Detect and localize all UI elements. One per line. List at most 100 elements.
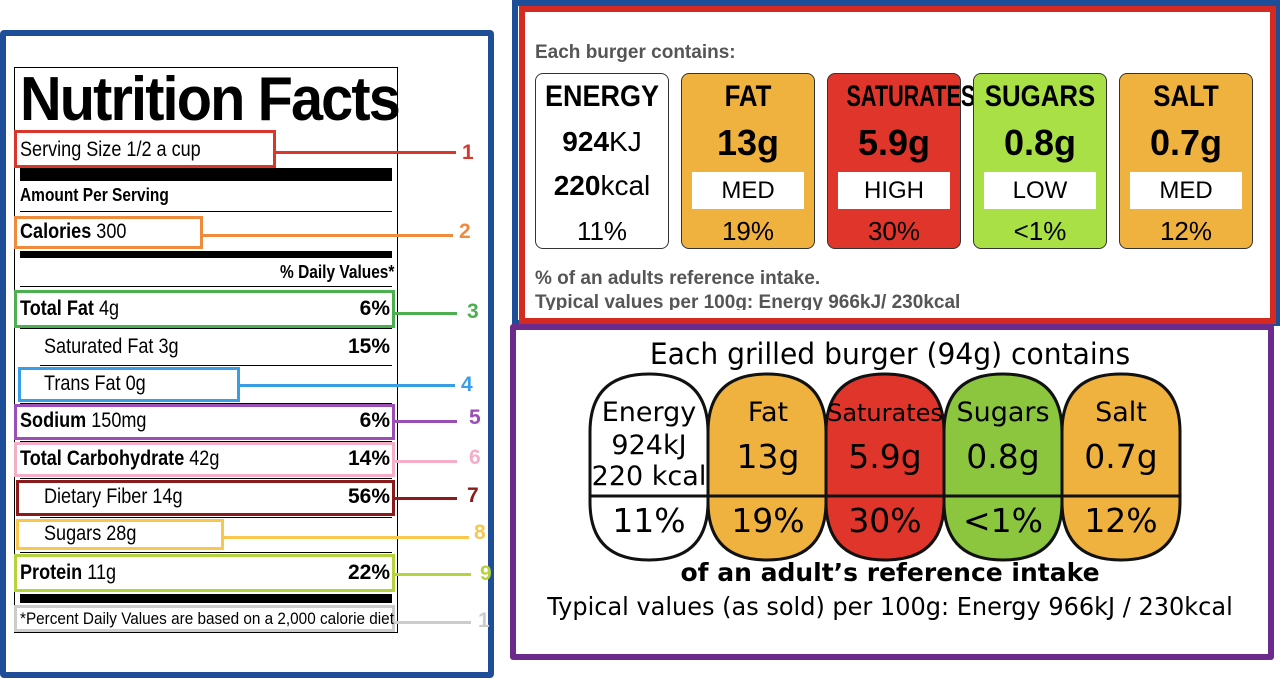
rounded-energy-kj: 924kJ <box>611 430 686 461</box>
carbohydrate-highlight <box>14 442 395 477</box>
divider <box>20 403 392 404</box>
callout-line-2 <box>203 234 453 237</box>
calories-highlight <box>14 216 203 249</box>
total-fat-row: Total Fat 4g <box>20 297 119 321</box>
serving-size-highlight <box>14 130 276 168</box>
plain-energy-kj-number: 924 <box>562 126 610 157</box>
plain-sugars-box: SUGARS 0.8g LOW <1% <box>973 73 1107 249</box>
callout-line-5 <box>395 420 457 423</box>
callout-line-4 <box>240 384 455 387</box>
rounded-fat-value: 13g <box>737 437 800 476</box>
plain-sugars-value: 0.8g <box>1003 122 1077 163</box>
calories-row: Calories 300 <box>20 220 126 244</box>
plain-salt-box: SALT 0.7g MED 12% <box>1119 73 1253 249</box>
divider <box>20 286 392 287</box>
total-fat-highlight <box>14 290 395 328</box>
plain-label-footnote: % of an adults reference intake. <box>535 268 821 289</box>
sodium-highlight <box>14 404 395 440</box>
rounded-energy-name: Energy <box>602 397 697 428</box>
rounded-sugars-name: Sugars <box>956 397 1049 428</box>
dietary-fiber-highlight <box>16 480 395 516</box>
protein-highlight <box>14 554 395 592</box>
saturated-fat-pct: 15% <box>347 335 390 358</box>
footnote-highlight <box>14 605 395 632</box>
plain-fat-name: FAT <box>724 80 772 113</box>
sodium-amount: 150mg <box>91 409 147 432</box>
callout-number-1: 1 <box>462 141 474 164</box>
rounded-label-heading: Each grilled burger (94g) contains <box>649 337 1131 371</box>
protein-label: Protein <box>20 561 83 584</box>
sodium-row: Sodium 150mg <box>20 409 146 433</box>
callout-line-6 <box>395 460 457 463</box>
plain-sugars-name: SUGARS <box>984 80 1096 113</box>
total-fat-label: Total Fat <box>20 297 94 320</box>
calories-label: Calories <box>20 220 92 243</box>
rounded-fat-name: Fat <box>748 397 788 428</box>
divider <box>20 478 392 479</box>
daily-values-header: % Daily Values* <box>280 262 395 282</box>
callout-number-4: 4 <box>461 373 473 396</box>
sodium-label: Sodium <box>20 409 87 432</box>
sugars-label: Sugars 28g <box>44 522 137 545</box>
sugars-highlight <box>16 519 224 550</box>
divider <box>20 328 392 329</box>
carbohydrate-label: Total Carbohydrate <box>20 447 185 470</box>
protein-row: Protein 11g <box>20 561 116 585</box>
plain-saturates-value: 5.9g <box>857 122 931 163</box>
plain-salt-name: SALT <box>1153 80 1219 113</box>
callout-line-1 <box>276 151 456 154</box>
callout-number-2: 2 <box>459 220 471 243</box>
plain-saturates-pct: 30% <box>867 216 921 246</box>
plain-salt-pct: 12% <box>1159 216 1213 246</box>
callout-number-3: 3 <box>467 300 479 323</box>
callout-line-10 <box>395 621 471 624</box>
rounded-traffic-light-graphic: Energy 924kJ 220 kcal 11% Fat 13g 19% Sa… <box>588 372 1182 562</box>
sodium-pct: 6% <box>359 409 390 432</box>
plain-fat-level: MED <box>692 172 804 209</box>
protein-amount: 11g <box>87 561 117 584</box>
amount-per-serving: Amount Per Serving <box>20 185 169 205</box>
callout-line-8 <box>224 536 469 539</box>
plain-energy-name: ENERGY <box>544 80 660 113</box>
carbohydrate-pct: 14% <box>347 447 390 470</box>
divider <box>20 211 392 212</box>
rounded-salt-shape <box>1060 372 1182 562</box>
callout-line-3 <box>395 312 457 315</box>
divider <box>20 552 392 553</box>
plain-fat-pct: 19% <box>721 216 775 246</box>
total-fat-amount: 4g <box>98 297 120 320</box>
rounded-salt-name: Salt <box>1095 397 1147 428</box>
rounded-saturates-name: Saturates <box>827 399 943 427</box>
rounded-salt-pct: 12% <box>1084 501 1157 540</box>
plain-energy-kcal-number: 220 <box>553 170 601 201</box>
thick-divider <box>20 168 392 181</box>
saturated-fat-label: Saturated Fat 3g <box>44 335 179 358</box>
total-fat-pct: 6% <box>359 297 390 320</box>
nutrition-facts-title: Nutrition Facts <box>20 65 401 134</box>
medium-divider <box>20 251 392 258</box>
plain-sugars-level: LOW <box>984 172 1096 209</box>
footnote: *Percent Daily Values are based on a 2,0… <box>20 609 399 628</box>
callout-number-9: 9 <box>480 562 492 585</box>
carbohydrate-row: Total Carbohydrate 42g <box>20 447 219 471</box>
rounded-fat-pct: 19% <box>731 501 804 540</box>
callout-line-9 <box>395 573 471 576</box>
callout-number-10: 1 <box>478 609 490 632</box>
callout-number-6: 6 <box>469 446 481 469</box>
plain-label-typical-values: Typical values per 100g: Energy 966kJ/ 2… <box>535 292 961 310</box>
thick-divider <box>20 594 392 603</box>
carbohydrate-amount: 42g <box>189 447 220 470</box>
plain-energy-pct: 11% <box>576 216 628 246</box>
rounded-salt-value: 0.7g <box>1084 437 1157 476</box>
rounded-saturates-pct: 30% <box>848 501 921 540</box>
calories-value: 300 <box>96 220 127 243</box>
callout-line-7 <box>395 497 457 500</box>
rounded-sugars-pct: <1% <box>963 501 1043 540</box>
trans-fat-label: Trans Fat 0g <box>44 372 146 395</box>
divider <box>20 441 392 442</box>
plain-label-heading: Each burger contains: <box>535 42 736 63</box>
plain-fat-value: 13g <box>716 122 780 163</box>
divider <box>40 365 392 366</box>
rounded-saturates-value: 5.9g <box>848 437 921 476</box>
plain-saturates-name: SATURATES <box>846 80 976 113</box>
